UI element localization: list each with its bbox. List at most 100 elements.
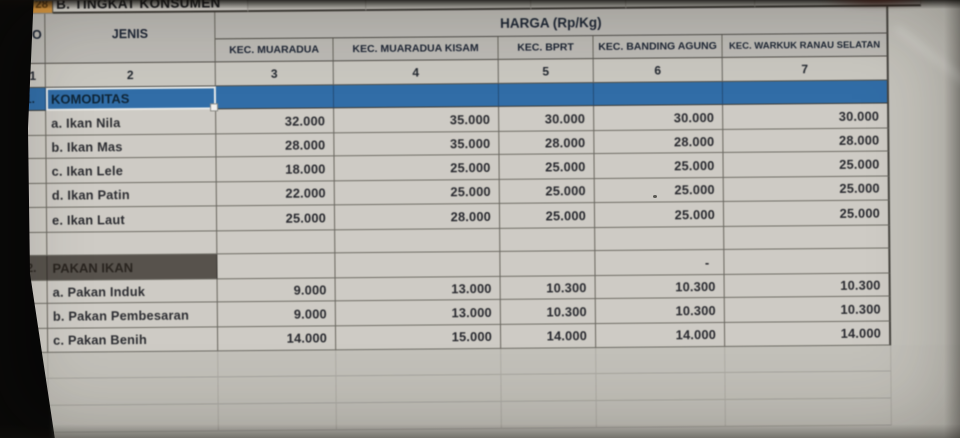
cell[interactable] [21,110,47,137]
row-number-cell[interactable]: 37 [0,208,23,234]
row-number-cell[interactable]: 33 [0,111,22,137]
price-cell[interactable]: 9.000 [217,301,336,328]
cell[interactable] [217,230,336,255]
row-number-cell[interactable]: 40 [0,281,23,305]
cell[interactable] [335,228,501,254]
district-header-cell[interactable]: KEC. MUARADUA [215,38,334,63]
price-cell[interactable]: 25.000 [499,179,595,204]
price-cell[interactable]: 10.300 [724,296,891,323]
price-cell[interactable]: 28.000 [334,203,501,231]
cell[interactable] [593,81,724,107]
group-no-cell[interactable]: 2. [22,255,48,282]
price-cell[interactable]: 25.000 [594,201,725,229]
group-no-cell[interactable]: 1. [20,87,47,112]
cell[interactable] [501,374,597,402]
cell[interactable] [724,248,891,275]
price-cell[interactable]: 30.000 [723,103,890,130]
cell[interactable] [21,158,47,185]
row-number-cell[interactable]: 41 [0,304,23,330]
price-cell[interactable]: 25.000 [594,152,724,180]
no-header-cell[interactable]: NO [20,13,46,42]
column-number-cell[interactable]: 6 [593,57,723,84]
price-cell[interactable]: 35.000 [334,131,500,157]
price-cell[interactable]: 28.000 [594,129,724,155]
cell[interactable] [333,83,500,109]
price-cell[interactable]: 13.000 [335,276,501,302]
cell[interactable] [48,351,219,379]
row-number-cell[interactable]: 31 [0,64,21,89]
row-number-cell[interactable]: 45 [1,406,24,434]
price-cell[interactable]: 10.300 [724,273,891,298]
row-number-cell[interactable]: 34 [0,136,22,160]
price-cell[interactable]: 25.000 [723,200,891,227]
price-cell[interactable]: 22.000 [216,181,335,207]
price-cell[interactable]: 15.000 [335,324,502,351]
cell[interactable] [501,401,597,429]
column-number-cell[interactable]: 7 [722,56,889,82]
price-cell[interactable]: 10.300 [500,276,596,300]
item-label-cell[interactable]: b. Ikan Mas [46,134,217,159]
cell[interactable] [596,372,726,402]
cell[interactable] [21,207,48,234]
price-cell[interactable]: 28.000 [723,128,890,153]
cell[interactable] [722,80,890,105]
row-number-cell[interactable]: 38 [0,233,23,257]
item-label-cell[interactable]: c. Pakan Benih [47,327,219,353]
cell[interactable] [336,348,502,377]
district-header-cell[interactable]: KEC. BANDING AGUNG [593,34,723,60]
cell[interactable] [596,399,726,429]
price-cell[interactable]: 10.300 [500,299,596,325]
item-label-cell[interactable]: a. Ikan Nila [46,109,217,136]
row-number-cell[interactable]: 39 [0,256,23,282]
price-cell[interactable]: 28.000 [216,133,335,158]
cell[interactable] [22,328,49,354]
price-cell[interactable]: 25.000 [594,177,724,204]
price-cell[interactable]: 25.000 [723,176,890,202]
district-header-cell[interactable]: KEC. WARKUK RANAU SELATAN [722,33,889,58]
item-label-cell[interactable]: b. Pakan Pembesaran [47,302,218,329]
cell[interactable] [21,183,47,209]
group-header-cell[interactable]: KOMODITAS [45,86,217,111]
column-number-cell[interactable]: 5 [498,59,594,84]
price-cell[interactable]: 14.000 [724,321,892,347]
cell[interactable] [596,346,726,375]
cell[interactable] [500,251,596,277]
cell[interactable] [501,348,597,375]
jenis-header-cell[interactable] [45,39,216,64]
item-label-cell[interactable]: d. Ikan Patin [46,182,217,208]
price-cell[interactable]: 14.000 [500,324,597,349]
cell[interactable] [217,253,336,280]
item-label-cell[interactable]: c. Ikan Lele [46,157,217,184]
jenis-header-cell[interactable]: JENIS [45,12,216,41]
column-number-cell[interactable]: 1 [20,63,46,89]
price-cell[interactable]: 13.000 [335,299,501,327]
row-number-cell[interactable]: 44 [1,379,24,407]
cell[interactable] [48,377,219,406]
cell[interactable] [724,225,891,250]
row-number-cell[interactable]: 30 [0,41,21,65]
row-number-cell[interactable]: 43 [1,353,24,380]
price-cell[interactable]: 10.300 [595,274,725,300]
cell[interactable] [595,226,725,252]
cell[interactable] [218,376,337,405]
item-label-cell[interactable]: a. Pakan Induk [47,279,218,304]
cell[interactable] [336,401,502,431]
price-cell[interactable]: 28.000 [499,131,595,155]
cell[interactable] [21,135,47,160]
row-number-cell[interactable]: 28 [31,0,54,14]
cell[interactable] [215,85,335,110]
row-number-cell[interactable]: 36 [0,184,22,209]
price-cell[interactable]: 25.000 [723,151,890,178]
price-cell[interactable]: 25.000 [216,205,336,232]
row-number-cell[interactable]: 42 [0,329,24,354]
cell[interactable] [22,232,48,257]
column-number-cell[interactable]: 3 [215,61,334,87]
district-header-cell[interactable]: KEC. BPRT [498,36,594,60]
cell[interactable] [218,403,337,432]
group-header-cell[interactable]: PAKAN IKAN [47,254,218,281]
price-cell[interactable]: 14.000 [217,326,337,352]
price-cell[interactable]: 25.000 [334,179,500,206]
item-label-cell[interactable]: e. Ikan Laut [46,206,218,233]
cell[interactable] [47,231,218,256]
cell[interactable] [23,352,49,380]
